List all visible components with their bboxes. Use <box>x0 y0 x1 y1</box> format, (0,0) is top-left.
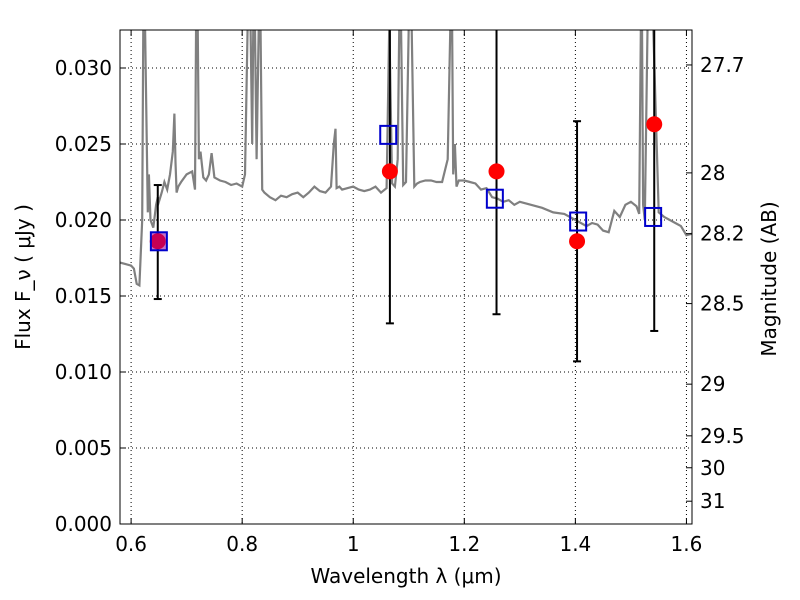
x-tick-label: 0.6 <box>115 532 147 556</box>
observed-point <box>381 163 398 180</box>
model-photometry-point <box>149 231 168 252</box>
error-bars-layer <box>153 30 659 363</box>
y-tick-label: 0.015 <box>55 284 112 308</box>
y2-tick-label: 30 <box>700 456 725 480</box>
y-tick-label: 0.010 <box>55 360 112 384</box>
observed-point <box>569 233 586 250</box>
x-tick-label: 1.4 <box>559 532 591 556</box>
observed-point <box>646 116 663 133</box>
x-axis-label: Wavelength λ (μm) <box>310 564 501 588</box>
y-tick-label: 0.025 <box>55 132 112 156</box>
plot-frame <box>119 29 693 525</box>
y-tick-label: 0.020 <box>55 208 112 232</box>
y2-tick-label: 28.2 <box>700 222 745 246</box>
model-photometry-point <box>569 211 588 232</box>
y2-tick-label: 31 <box>700 489 725 513</box>
y2-tick-label: 29 <box>700 372 725 396</box>
x-tick-label: 1 <box>347 532 360 556</box>
x-tick-label: 0.8 <box>226 532 258 556</box>
model-photometry-layer <box>149 124 663 252</box>
x-tick-label: 1.6 <box>671 532 703 556</box>
ticks-layer: 0.6 0.8 1 1.2 1.4 1.6 0.000 0.005 0.010 0.015 0.02… <box>55 30 745 556</box>
grid-lines <box>120 30 692 525</box>
y-tick-label: 0.030 <box>55 56 112 80</box>
overlap-fill <box>150 232 167 251</box>
model-photometry-point <box>485 188 504 209</box>
y-axis-label: Flux F_ν ( μJy ) <box>11 204 35 350</box>
y-tick-label: 0.005 <box>55 436 112 460</box>
y2-tick-label: 29.5 <box>700 424 745 448</box>
x-tick-label: 1.2 <box>448 532 480 556</box>
y-tick-label: 0.000 <box>55 512 112 536</box>
model-photometry-point <box>379 124 398 145</box>
model-photometry-point <box>644 206 663 227</box>
y2-tick-label: 27.7 <box>700 53 745 77</box>
model-spectrum-line <box>120 30 692 288</box>
observed-point <box>488 163 505 180</box>
y2-tick-label: 28 <box>700 161 725 185</box>
y2-tick-label: 28.5 <box>700 292 745 316</box>
model-spectrum-layer <box>120 30 692 288</box>
y2-axis-label: Magnitude (AB) <box>757 201 781 356</box>
